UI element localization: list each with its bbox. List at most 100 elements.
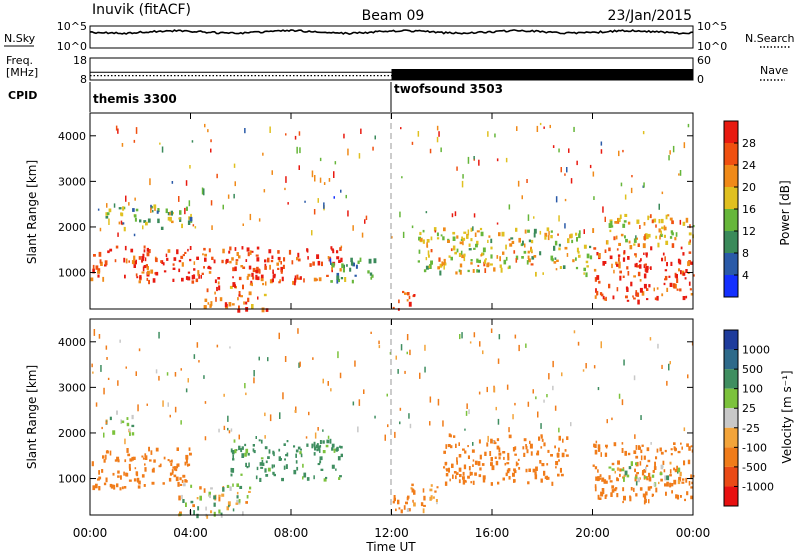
power-cell	[613, 236, 616, 241]
power-cell	[642, 185, 644, 188]
velocity-cell	[259, 462, 263, 466]
velocity-cell	[506, 469, 510, 474]
power-cell	[150, 207, 152, 213]
velocity-cell	[318, 445, 321, 451]
velocity-cell	[240, 448, 243, 453]
power-cell	[645, 265, 649, 271]
velocity-cell	[597, 494, 600, 500]
power-cell	[462, 240, 464, 246]
velocity-cell	[185, 480, 188, 483]
velocity-cell	[443, 450, 446, 454]
freq-unit: [MHz]	[6, 66, 38, 79]
power-cell	[676, 288, 679, 291]
velocity-cell	[112, 472, 115, 476]
power-cell	[268, 249, 272, 254]
power-cell	[684, 277, 687, 280]
velocity-cell	[395, 508, 397, 512]
velocity-cell	[594, 466, 598, 470]
power-cell	[277, 250, 280, 254]
velocity-cell	[540, 446, 543, 449]
power-cell	[264, 263, 267, 267]
power-cell	[265, 308, 269, 312]
power-cell	[671, 232, 674, 236]
power-cell	[271, 278, 274, 283]
colorbar-frame	[723, 329, 739, 507]
power-cell	[97, 268, 101, 273]
velocity-cell	[187, 463, 189, 467]
power-cell	[222, 248, 225, 254]
power-cell	[92, 264, 95, 270]
velocity-cell	[639, 487, 643, 491]
power-cell	[247, 297, 250, 303]
power-cell	[333, 171, 335, 178]
velocity-cell	[260, 466, 264, 469]
power-cell	[440, 147, 442, 153]
velocity-cell	[593, 365, 596, 369]
velocity-cell	[677, 479, 681, 485]
velocity-cell	[363, 389, 365, 394]
velocity-cell	[330, 388, 332, 392]
velocity-cell	[552, 385, 554, 391]
power-cell	[666, 287, 669, 292]
velocity-cell	[610, 492, 613, 497]
power-cell	[217, 281, 220, 285]
velocity-cell	[116, 410, 118, 415]
velocity-cell	[126, 422, 130, 427]
power-cell	[145, 221, 148, 226]
velocity-cell	[101, 469, 104, 473]
power-cell	[399, 211, 401, 218]
velocity-cell	[535, 396, 537, 400]
power-cell	[242, 266, 246, 269]
power-cell	[124, 274, 126, 279]
power-cell	[487, 262, 490, 267]
velocity-cell	[558, 447, 560, 452]
velocity-cell	[486, 386, 488, 393]
velocity-cell	[525, 445, 528, 450]
velocity-cell	[331, 464, 335, 469]
power-cell	[244, 128, 246, 134]
velocity-cell	[447, 444, 451, 448]
power-cell	[624, 235, 626, 239]
power-cell	[455, 271, 458, 275]
velocity-cell	[539, 460, 542, 464]
velocity-cell	[530, 451, 533, 456]
power-cell	[539, 230, 542, 235]
velocity-cell	[293, 469, 297, 475]
power-cell	[234, 284, 236, 288]
velocity-cell	[498, 334, 501, 340]
velocity-cell	[129, 432, 131, 436]
velocity-cell	[247, 452, 250, 456]
power-cell	[479, 227, 483, 231]
power-cell	[550, 255, 554, 261]
velocity-cell	[661, 364, 663, 369]
power-cell	[677, 258, 681, 263]
power-cell	[467, 156, 470, 164]
power-cell	[527, 214, 530, 221]
velocity-cell	[455, 443, 457, 448]
power-cell	[653, 287, 655, 292]
velocity-cell	[285, 454, 288, 457]
velocity-cell	[233, 439, 236, 443]
power-cell	[115, 245, 119, 249]
power-cell	[99, 259, 102, 264]
velocity-cell	[113, 484, 116, 490]
velocity-cell	[176, 447, 179, 451]
power-cell	[665, 214, 668, 220]
velocity-cell	[283, 443, 286, 446]
power-cell	[192, 224, 195, 227]
power-cell	[517, 180, 520, 187]
power-cell	[291, 260, 294, 265]
power-cell	[571, 239, 574, 244]
power-cell	[530, 248, 533, 253]
velocity-cell	[190, 484, 193, 488]
power-cell	[233, 193, 235, 199]
power-cell	[496, 255, 499, 259]
power-cell	[425, 211, 428, 214]
power-cell	[643, 273, 647, 279]
power-cell	[682, 221, 686, 226]
velocity-cell	[507, 452, 510, 458]
power-cell	[619, 275, 622, 281]
power-cell	[454, 251, 457, 255]
velocity-cell	[690, 474, 692, 480]
power-cell	[690, 293, 693, 296]
